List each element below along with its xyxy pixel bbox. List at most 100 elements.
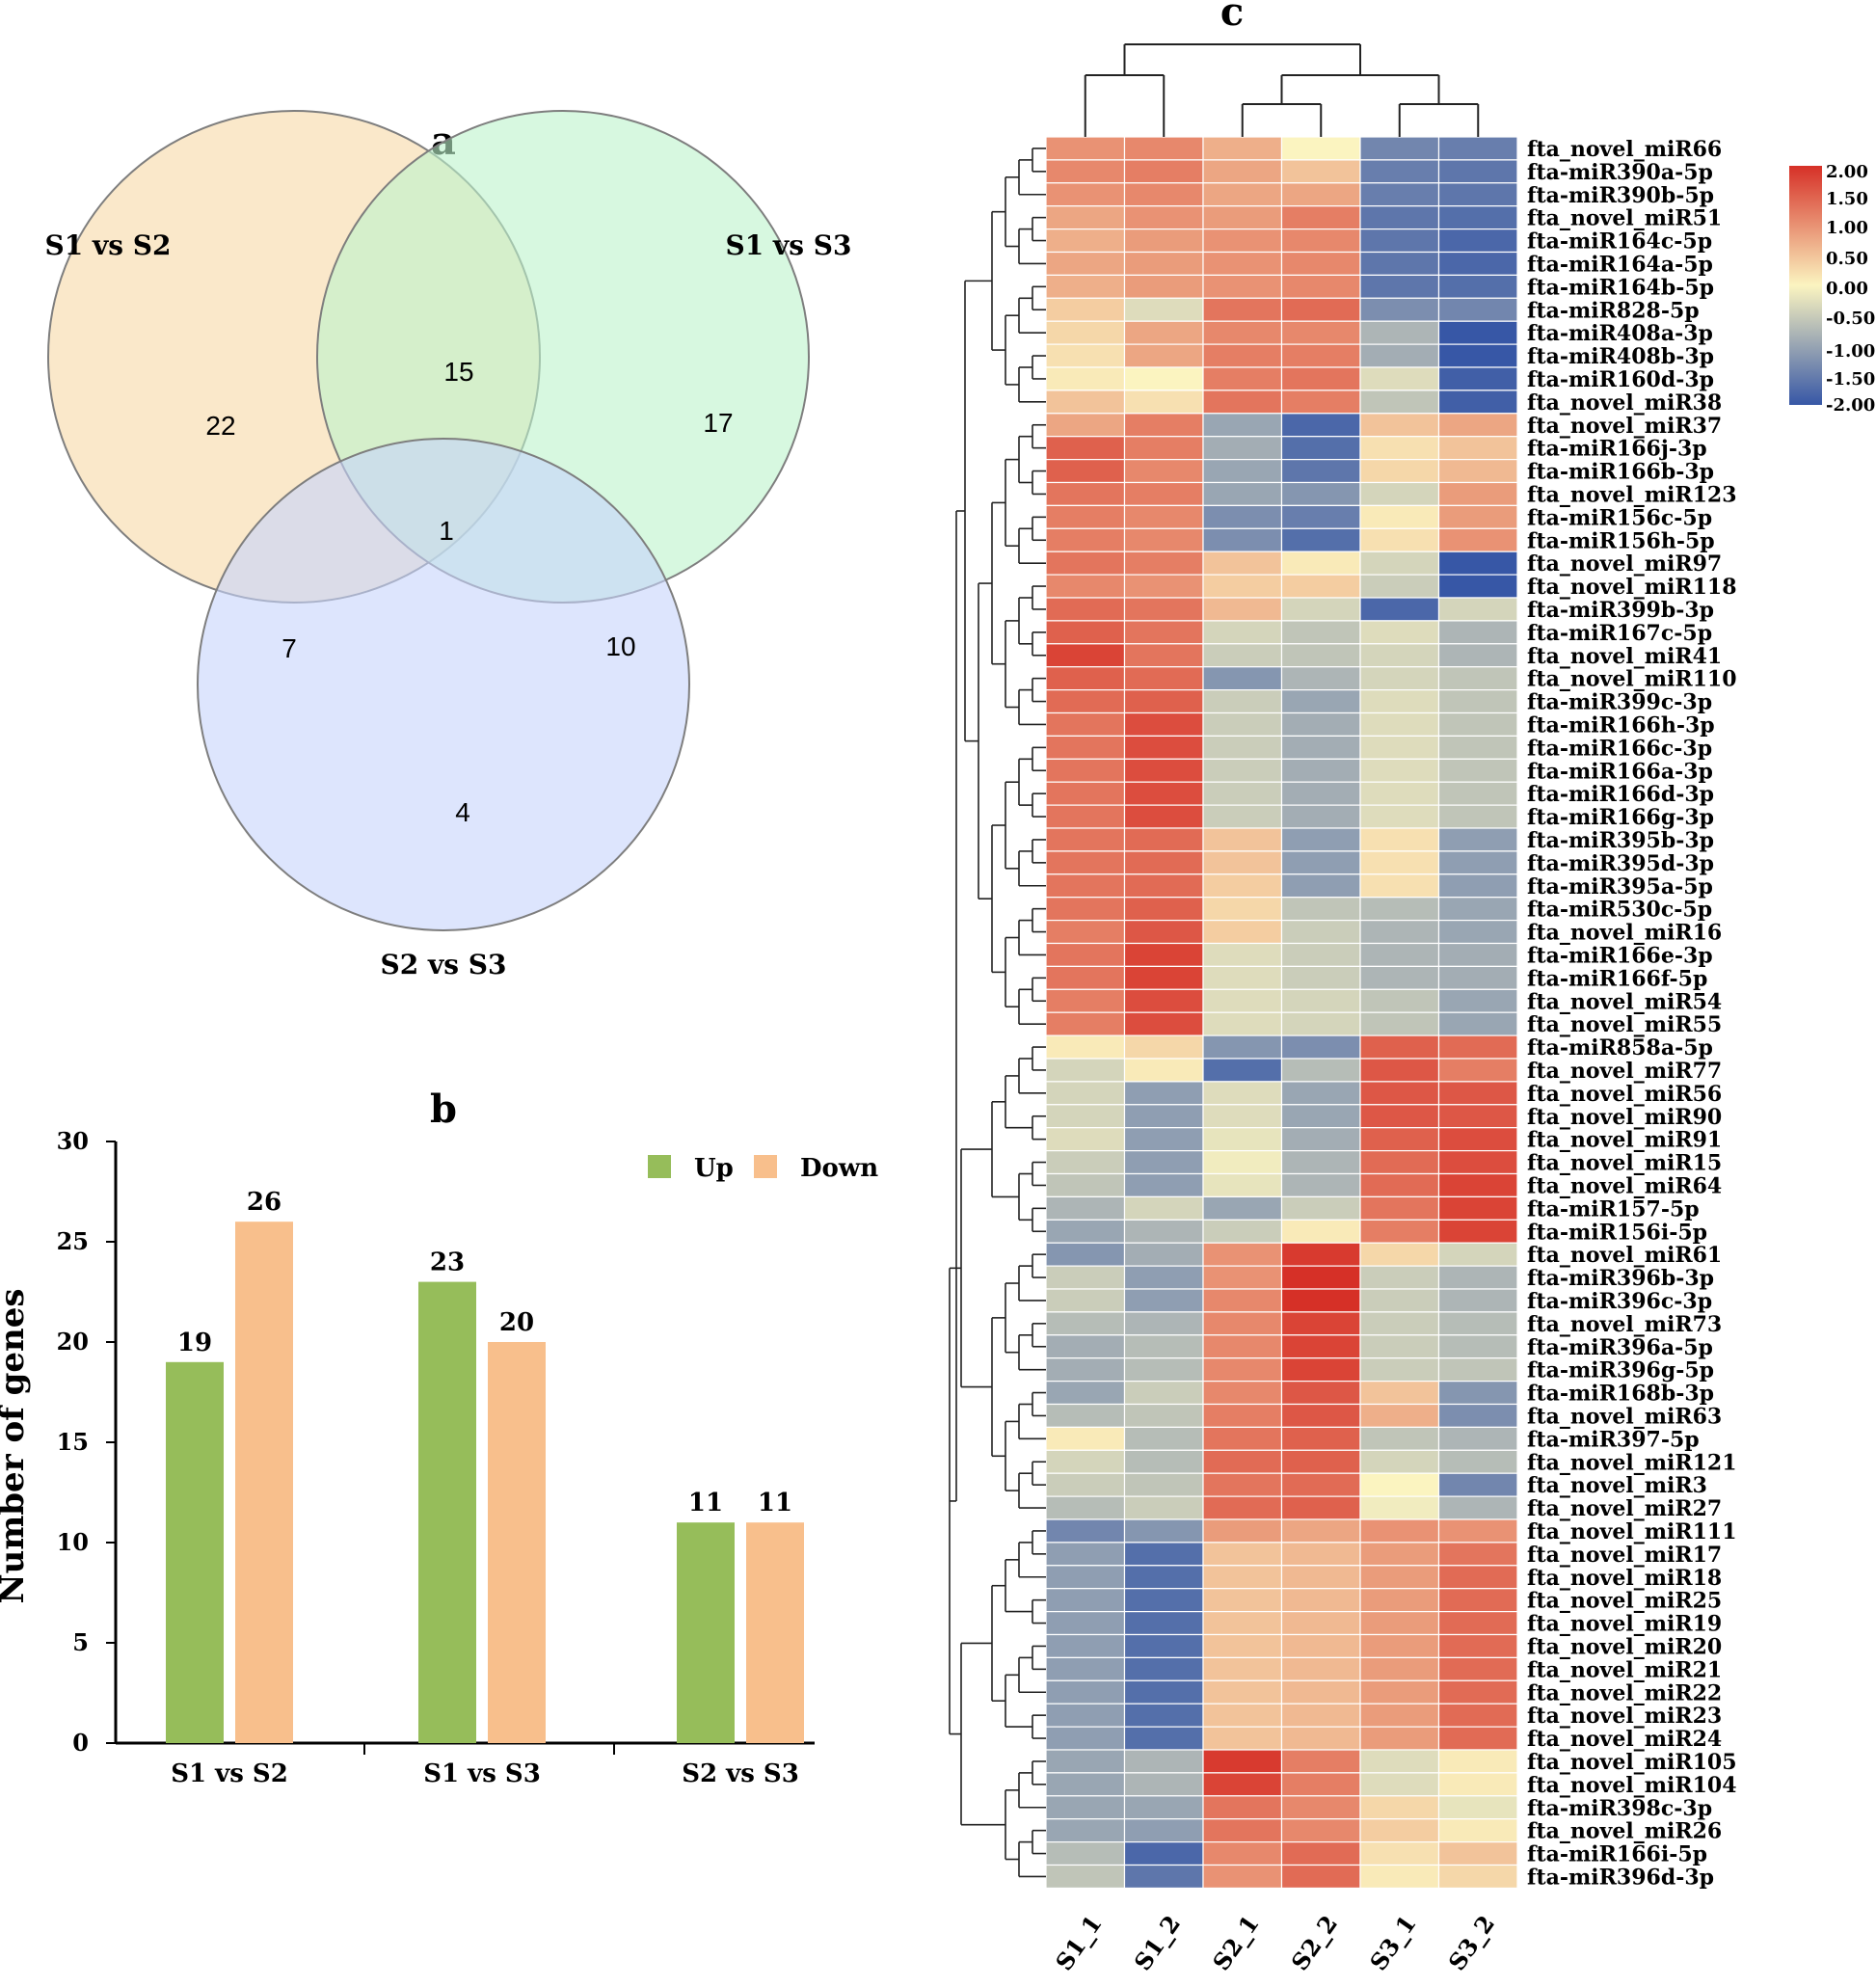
heatmap-cell <box>1045 1357 1126 1383</box>
heatmap-cell <box>1123 136 1204 161</box>
heatmap-cell <box>1359 1380 1440 1406</box>
heatmap-cell <box>1123 666 1204 691</box>
heatmap-cell <box>1280 688 1361 714</box>
bar-chart: b 0 5 10 15 20 25 30 Number of genes S1 vs S2 S1 … <box>0 1087 878 1788</box>
heatmap-cell <box>1123 1656 1204 1681</box>
heatmap-cell <box>1202 1195 1283 1221</box>
heatmap-column-label: S2_2 <box>1285 1910 1343 1975</box>
heatmap-cell <box>1123 1104 1204 1129</box>
heatmap-cell <box>1045 1081 1126 1106</box>
bar-up-2 <box>418 1281 476 1743</box>
heatmap-cell <box>1280 1288 1361 1313</box>
heatmap-row-label: fta-miR396b-3p <box>1527 1266 1714 1291</box>
heatmap-cell <box>1202 666 1283 691</box>
venn-circles <box>47 110 810 931</box>
heatmap-cell <box>1437 527 1518 552</box>
heatmap-cell <box>1280 343 1361 368</box>
heatmap-cell <box>1280 1795 1361 1820</box>
heatmap-cell <box>1437 781 1518 806</box>
heatmap-cell <box>1202 1633 1283 1658</box>
heatmap-cell <box>1202 1840 1283 1866</box>
heatmap-cell <box>1045 1426 1126 1451</box>
heatmap-cell <box>1045 1772 1126 1797</box>
heatmap-cell <box>1202 1011 1283 1036</box>
x-category-label: S1 vs S3 <box>423 1759 541 1788</box>
heatmap-cell <box>1280 182 1361 207</box>
venn-set-label-2: S1 vs S3 <box>726 229 852 261</box>
heatmap-cell <box>1202 1034 1283 1060</box>
heatmap-cell <box>1359 1565 1440 1590</box>
heatmap-row-label: fta-miR156c-5p <box>1527 505 1712 530</box>
color-scale-tick-label: -1.50 <box>1826 369 1875 389</box>
heatmap-cell <box>1359 1588 1440 1613</box>
heatmap-cell <box>1045 919 1126 945</box>
heatmap-cell <box>1359 804 1440 829</box>
heatmap-cell <box>1359 1011 1440 1036</box>
heatmap-row-label: fta-miR399b-3p <box>1527 598 1714 623</box>
heatmap-cell <box>1123 413 1204 438</box>
heatmap-row-label: fta_novel_miR54 <box>1527 989 1722 1014</box>
heatmap-cell <box>1202 1656 1283 1681</box>
heatmap-row-label: fta_novel_miR123 <box>1527 482 1737 507</box>
heatmap-row-label: fta-miR398c-3p <box>1527 1796 1712 1821</box>
heatmap-row-label: fta_novel_miR41 <box>1527 644 1722 669</box>
heatmap-cell <box>1202 735 1283 760</box>
heatmap-cell <box>1202 1104 1283 1129</box>
bar-down-3 <box>746 1522 804 1743</box>
heatmap-cell <box>1280 1011 1361 1036</box>
heatmap-cell <box>1123 1380 1204 1406</box>
heatmap-cell <box>1280 574 1361 599</box>
heatmap-cell <box>1123 343 1204 368</box>
venn-region-count: 4 <box>455 797 470 827</box>
heatmap-cell <box>1202 481 1283 506</box>
heatmap-cell <box>1123 781 1204 806</box>
y-tick-label: 25 <box>57 1227 89 1255</box>
heatmap-cell <box>1123 205 1204 230</box>
heatmap-cell <box>1280 597 1361 622</box>
heatmap-row-label: fta-miR164a-5p <box>1527 252 1713 277</box>
heatmap-cell <box>1437 712 1518 737</box>
heatmap-row-labels: fta_novel_miR66fta-miR390a-5pfta-miR390b… <box>1527 137 1737 1890</box>
heatmap-cell <box>1123 1749 1204 1774</box>
heatmap-cell <box>1123 1311 1204 1336</box>
heatmap-cell <box>1123 459 1204 484</box>
heatmap-cell <box>1359 1542 1440 1567</box>
heatmap-cell <box>1359 527 1440 552</box>
color-scale-legend: 2.00 1.50 1.00 0.50 0.00 -0.50 -1.00 -1.50 -2.00 <box>1789 162 1875 416</box>
heatmap-cell <box>1280 1081 1361 1106</box>
heatmap-cell <box>1045 574 1126 599</box>
heatmap-row-label: fta-miR408a-3p <box>1527 321 1713 346</box>
heatmap-cell <box>1202 159 1283 184</box>
heatmap-cell <box>1123 1679 1204 1705</box>
heatmap-cell <box>1359 1403 1440 1428</box>
heatmap-cell <box>1437 1380 1518 1406</box>
heatmap-cell <box>1045 504 1126 529</box>
heatmap-cell <box>1280 1219 1361 1244</box>
heatmap-cell <box>1123 159 1204 184</box>
heatmap-cell <box>1045 873 1126 899</box>
heatmap-cell <box>1359 1772 1440 1797</box>
heatmap-cell <box>1123 1449 1204 1474</box>
heatmap-row-label: fta_novel_miR111 <box>1527 1519 1737 1544</box>
heatmap-cell <box>1045 1449 1126 1474</box>
heatmap-cell <box>1359 666 1440 691</box>
heatmap-cell <box>1359 1219 1440 1244</box>
heatmap-cell <box>1359 459 1440 484</box>
heatmap-cell <box>1045 1588 1126 1613</box>
heatmap-cell <box>1045 550 1126 576</box>
heatmap-cell <box>1280 1656 1361 1681</box>
heatmap-cell <box>1359 413 1440 438</box>
heatmap-cell <box>1123 897 1204 922</box>
heatmap-cell <box>1280 1772 1361 1797</box>
heatmap-cell <box>1437 1610 1518 1636</box>
heatmap-cell <box>1280 988 1361 1013</box>
heatmap-cell <box>1202 827 1283 852</box>
heatmap-cell <box>1280 712 1361 737</box>
heatmap-cell <box>1045 1656 1126 1681</box>
heatmap-cell <box>1045 159 1126 184</box>
heatmap-cell <box>1123 919 1204 945</box>
heatmap-row-label: fta-miR828-5p <box>1527 298 1700 323</box>
bar-marks: 19 26 23 20 11 11 <box>166 1188 804 1743</box>
heatmap-cell <box>1045 1058 1126 1083</box>
heatmap-cell <box>1280 504 1361 529</box>
